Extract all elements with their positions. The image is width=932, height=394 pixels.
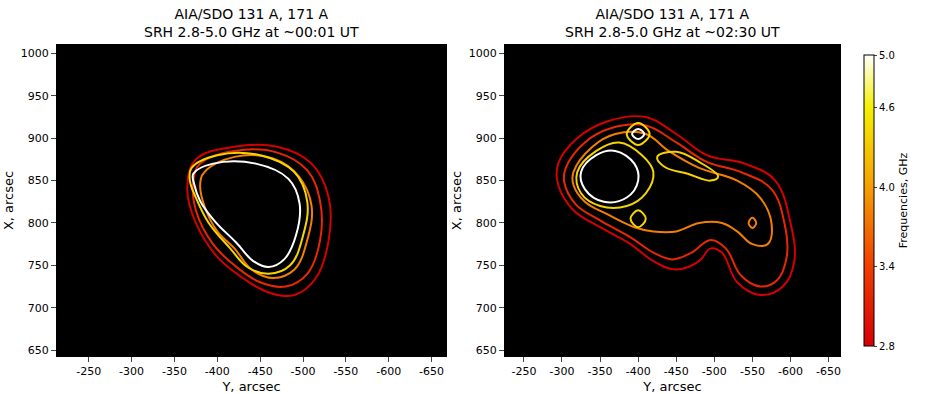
svg-text:-350: -350 bbox=[162, 365, 187, 378]
svg-text:4.6: 4.6 bbox=[879, 102, 895, 113]
svg-text:-350: -350 bbox=[588, 365, 613, 378]
svg-text:1000: 1000 bbox=[469, 47, 497, 60]
svg-text:X, arcsec: X, arcsec bbox=[449, 171, 464, 230]
svg-text:5.0: 5.0 bbox=[879, 50, 895, 61]
svg-text:650: 650 bbox=[28, 344, 49, 357]
svg-text:-450: -450 bbox=[248, 365, 273, 378]
svg-text:Y, arcsec: Y, arcsec bbox=[642, 379, 701, 394]
svg-text:4.0: 4.0 bbox=[879, 182, 895, 193]
svg-text:-400: -400 bbox=[626, 365, 651, 378]
svg-text:950: 950 bbox=[476, 90, 497, 103]
svg-text:900: 900 bbox=[28, 132, 49, 145]
svg-text:-650: -650 bbox=[419, 365, 444, 378]
svg-text:3.4: 3.4 bbox=[879, 261, 895, 272]
svg-text:AIA/SDO 131 A, 171 ASRH 2.8-5.: AIA/SDO 131 A, 171 ASRH 2.8-5.0 GHz at ~… bbox=[565, 6, 780, 40]
svg-text:-500: -500 bbox=[291, 365, 316, 378]
svg-text:-300: -300 bbox=[119, 365, 144, 378]
svg-text:1000: 1000 bbox=[21, 47, 49, 60]
svg-text:-550: -550 bbox=[333, 365, 358, 378]
svg-text:X, arcsec: X, arcsec bbox=[1, 171, 16, 230]
svg-text:650: 650 bbox=[476, 344, 497, 357]
svg-text:Frequencies, GHz: Frequencies, GHz bbox=[897, 153, 910, 249]
svg-text:-250: -250 bbox=[511, 365, 536, 378]
svg-text:-450: -450 bbox=[664, 365, 689, 378]
svg-text:-650: -650 bbox=[816, 365, 841, 378]
svg-text:950: 950 bbox=[28, 90, 49, 103]
svg-text:700: 700 bbox=[476, 302, 497, 315]
svg-text:-600: -600 bbox=[376, 365, 401, 378]
svg-text:AIA/SDO 131 A, 171 ASRH 2.8-5.: AIA/SDO 131 A, 171 ASRH 2.8-5.0 GHz at ~… bbox=[144, 6, 359, 40]
svg-text:-300: -300 bbox=[550, 365, 575, 378]
svg-text:900: 900 bbox=[476, 132, 497, 145]
svg-text:700: 700 bbox=[28, 302, 49, 315]
svg-text:Y, arcsec: Y, arcsec bbox=[221, 379, 280, 394]
svg-text:-250: -250 bbox=[76, 365, 101, 378]
svg-text:750: 750 bbox=[28, 259, 49, 272]
svg-text:-500: -500 bbox=[702, 365, 727, 378]
svg-text:-400: -400 bbox=[205, 365, 230, 378]
svg-text:850: 850 bbox=[28, 174, 49, 187]
svg-text:-600: -600 bbox=[778, 365, 803, 378]
svg-text:850: 850 bbox=[476, 174, 497, 187]
svg-text:-550: -550 bbox=[740, 365, 765, 378]
svg-text:750: 750 bbox=[476, 259, 497, 272]
svg-text:2.8: 2.8 bbox=[879, 341, 895, 352]
svg-text:800: 800 bbox=[28, 217, 49, 230]
svg-text:800: 800 bbox=[476, 217, 497, 230]
